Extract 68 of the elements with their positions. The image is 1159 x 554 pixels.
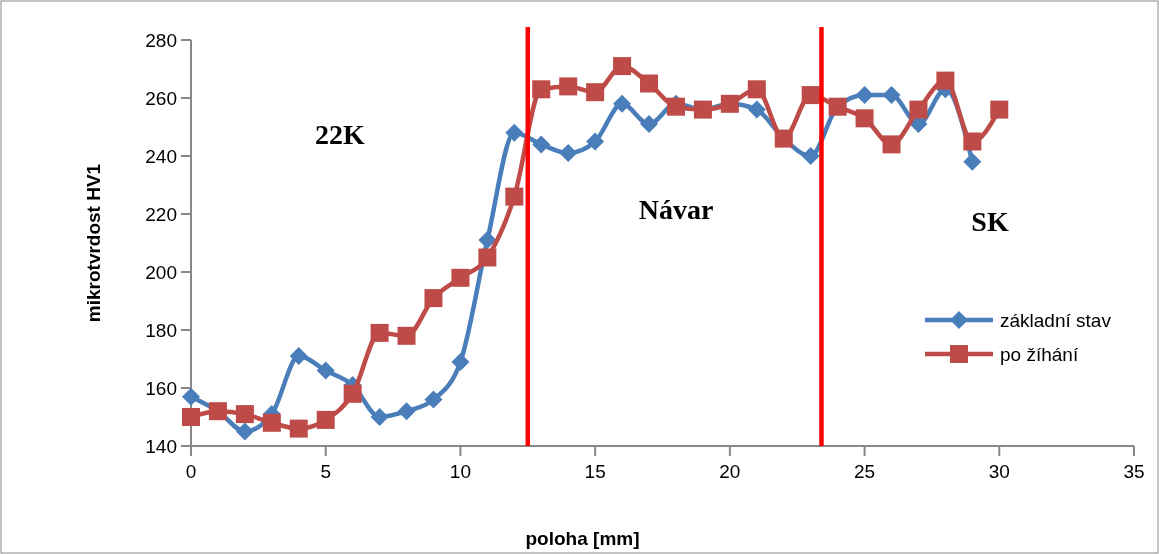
point: [747, 100, 766, 119]
point: [370, 408, 389, 426]
point: [235, 422, 254, 441]
point: [855, 109, 874, 128]
y-tick-label: 260: [145, 87, 177, 109]
point: [289, 419, 308, 438]
point: [505, 187, 524, 206]
point: [963, 132, 982, 151]
y-axis-title: mikrotvrdost HV1: [83, 163, 104, 323]
x-tick-label: 20: [719, 461, 741, 482]
point: [747, 80, 766, 99]
point: [640, 74, 659, 93]
point: [478, 231, 497, 250]
point: [909, 100, 928, 119]
point: [235, 405, 254, 424]
point: [182, 387, 200, 406]
point: [478, 248, 497, 267]
point: [963, 152, 982, 171]
legend-label: základní stav: [1000, 309, 1112, 331]
x-tick-label: 5: [320, 461, 331, 482]
y-tick-label: 240: [145, 145, 177, 167]
point: [182, 408, 200, 426]
x-tick-label: 15: [584, 461, 606, 482]
point: [397, 402, 416, 421]
point: [882, 86, 901, 105]
point: [801, 86, 820, 105]
y-tick-label: 180: [145, 319, 177, 341]
x-tick-label: 0: [185, 461, 197, 482]
point: [613, 57, 632, 76]
y-tick-label: 220: [145, 203, 177, 225]
point: [505, 123, 524, 142]
x-tick-label: 25: [854, 461, 876, 482]
y-tick-label: 280: [145, 29, 177, 51]
annotation: 22K: [315, 118, 366, 150]
point: [424, 390, 443, 409]
y-tick-label: 160: [145, 377, 177, 399]
point: [532, 80, 551, 99]
point: [990, 100, 1009, 119]
point: [559, 144, 578, 163]
point: [640, 115, 659, 134]
point: [559, 77, 578, 96]
point: [397, 326, 416, 345]
point: [316, 410, 335, 429]
point: [855, 86, 874, 105]
point: [316, 361, 335, 380]
x-tick-label: 35: [1123, 461, 1145, 482]
annotation: SK: [971, 205, 1009, 237]
point: [586, 83, 605, 102]
point: [451, 268, 470, 287]
point: [289, 347, 308, 366]
point: [451, 352, 470, 371]
y-tick-label: 200: [145, 261, 177, 283]
point: [801, 147, 820, 165]
point: [424, 289, 443, 308]
point: [936, 71, 955, 90]
point: [586, 132, 605, 151]
legend-label: po žíhání: [1000, 343, 1079, 365]
point: [262, 413, 281, 432]
point: [343, 384, 362, 403]
x-tick-label: 10: [449, 461, 471, 482]
y-tick-label: 140: [145, 435, 177, 457]
point: [370, 323, 389, 342]
point: [532, 135, 551, 154]
x-tick-label: 30: [988, 461, 1010, 482]
point: [882, 135, 901, 154]
x-axis-title: poloha [mm]: [525, 528, 640, 549]
annotation: Návar: [638, 193, 714, 225]
point: [613, 94, 632, 113]
